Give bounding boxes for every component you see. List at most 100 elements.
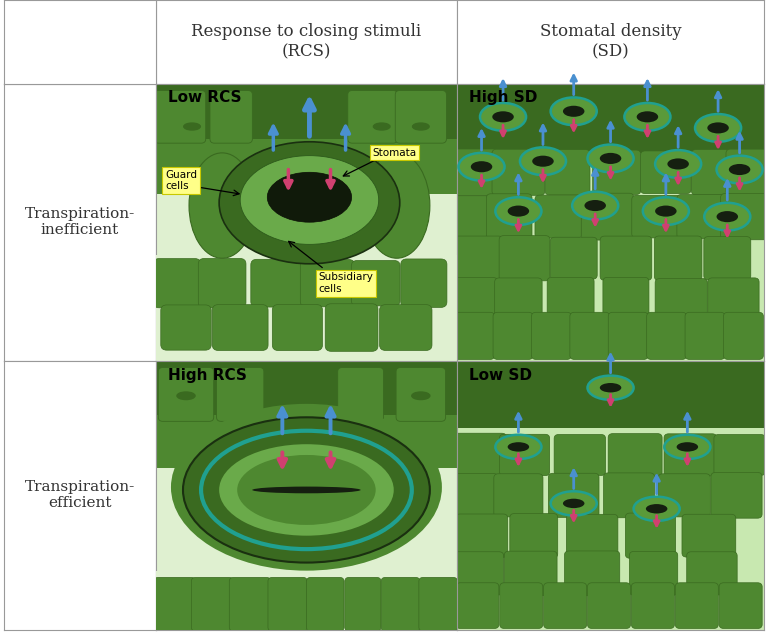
FancyBboxPatch shape [687,552,737,595]
FancyBboxPatch shape [630,551,677,595]
FancyBboxPatch shape [381,577,420,631]
Ellipse shape [177,392,195,399]
Ellipse shape [171,404,442,571]
FancyBboxPatch shape [158,368,214,422]
FancyBboxPatch shape [453,552,504,595]
Text: Transpiration-
efficient: Transpiration- efficient [25,480,135,510]
FancyBboxPatch shape [396,368,445,422]
FancyBboxPatch shape [711,472,762,518]
FancyBboxPatch shape [230,577,270,631]
FancyBboxPatch shape [535,195,581,238]
Ellipse shape [643,197,689,225]
Ellipse shape [551,97,597,125]
FancyBboxPatch shape [154,577,195,631]
Ellipse shape [219,142,400,264]
FancyBboxPatch shape [455,514,508,558]
FancyBboxPatch shape [451,433,506,477]
Ellipse shape [458,153,505,180]
Ellipse shape [695,114,741,142]
Ellipse shape [729,164,750,175]
FancyBboxPatch shape [654,236,702,280]
Ellipse shape [563,106,584,117]
FancyBboxPatch shape [608,312,648,360]
Text: Stomata: Stomata [372,148,417,158]
FancyBboxPatch shape [499,235,550,281]
FancyBboxPatch shape [505,551,557,596]
FancyBboxPatch shape [631,583,674,629]
Ellipse shape [471,161,492,172]
Ellipse shape [412,392,430,399]
FancyBboxPatch shape [544,583,587,629]
FancyBboxPatch shape [545,149,590,195]
Text: Response to closing stimuli
(RCS): Response to closing stimuli (RCS) [191,23,422,60]
FancyBboxPatch shape [641,151,691,194]
FancyBboxPatch shape [548,473,599,517]
FancyBboxPatch shape [554,434,605,475]
Text: High RCS: High RCS [168,368,247,382]
FancyBboxPatch shape [456,583,499,629]
Ellipse shape [655,206,677,216]
FancyBboxPatch shape [455,312,495,360]
FancyBboxPatch shape [600,236,652,280]
FancyBboxPatch shape [154,91,206,143]
FancyBboxPatch shape [658,473,710,517]
Ellipse shape [704,203,750,230]
FancyBboxPatch shape [345,577,381,631]
Bar [156,415,457,468]
FancyBboxPatch shape [153,259,201,308]
Text: Low RCS: Low RCS [168,91,241,106]
Text: Low SD: Low SD [469,368,532,382]
FancyBboxPatch shape [210,91,253,143]
FancyBboxPatch shape [268,577,307,631]
FancyBboxPatch shape [531,312,571,360]
FancyBboxPatch shape [550,237,598,279]
FancyBboxPatch shape [338,368,383,422]
FancyBboxPatch shape [450,149,501,196]
Ellipse shape [363,153,430,258]
FancyBboxPatch shape [564,551,620,596]
Ellipse shape [584,200,606,211]
Bar [156,256,457,361]
FancyBboxPatch shape [677,194,729,239]
FancyBboxPatch shape [714,434,765,475]
FancyBboxPatch shape [703,237,751,280]
FancyBboxPatch shape [708,278,759,322]
Ellipse shape [664,435,710,459]
FancyBboxPatch shape [685,312,725,360]
Ellipse shape [563,499,584,508]
Ellipse shape [240,156,379,244]
FancyBboxPatch shape [325,304,378,351]
Ellipse shape [655,150,701,178]
Ellipse shape [637,111,658,122]
FancyBboxPatch shape [273,304,323,351]
FancyBboxPatch shape [632,196,681,238]
Text: Stomatal density
(SD): Stomatal density (SD) [540,23,681,60]
Ellipse shape [717,156,763,184]
Ellipse shape [480,103,526,130]
Ellipse shape [495,435,541,459]
Ellipse shape [184,123,200,130]
FancyBboxPatch shape [608,434,662,476]
FancyBboxPatch shape [306,577,344,631]
FancyBboxPatch shape [493,312,533,360]
Ellipse shape [373,123,390,130]
FancyBboxPatch shape [198,258,246,308]
FancyBboxPatch shape [625,513,676,558]
Text: High SD: High SD [469,91,538,106]
Ellipse shape [520,147,566,175]
Ellipse shape [707,122,729,134]
Ellipse shape [495,197,541,225]
FancyBboxPatch shape [401,259,447,308]
Ellipse shape [508,442,529,451]
FancyBboxPatch shape [300,260,355,307]
FancyBboxPatch shape [593,150,641,194]
Bar [156,139,457,194]
Text: Guard
cells: Guard cells [165,170,197,191]
FancyBboxPatch shape [440,196,492,237]
FancyBboxPatch shape [419,577,458,631]
Ellipse shape [600,383,621,392]
FancyBboxPatch shape [570,312,610,360]
Ellipse shape [717,211,738,222]
FancyBboxPatch shape [664,434,717,476]
FancyBboxPatch shape [351,260,400,306]
